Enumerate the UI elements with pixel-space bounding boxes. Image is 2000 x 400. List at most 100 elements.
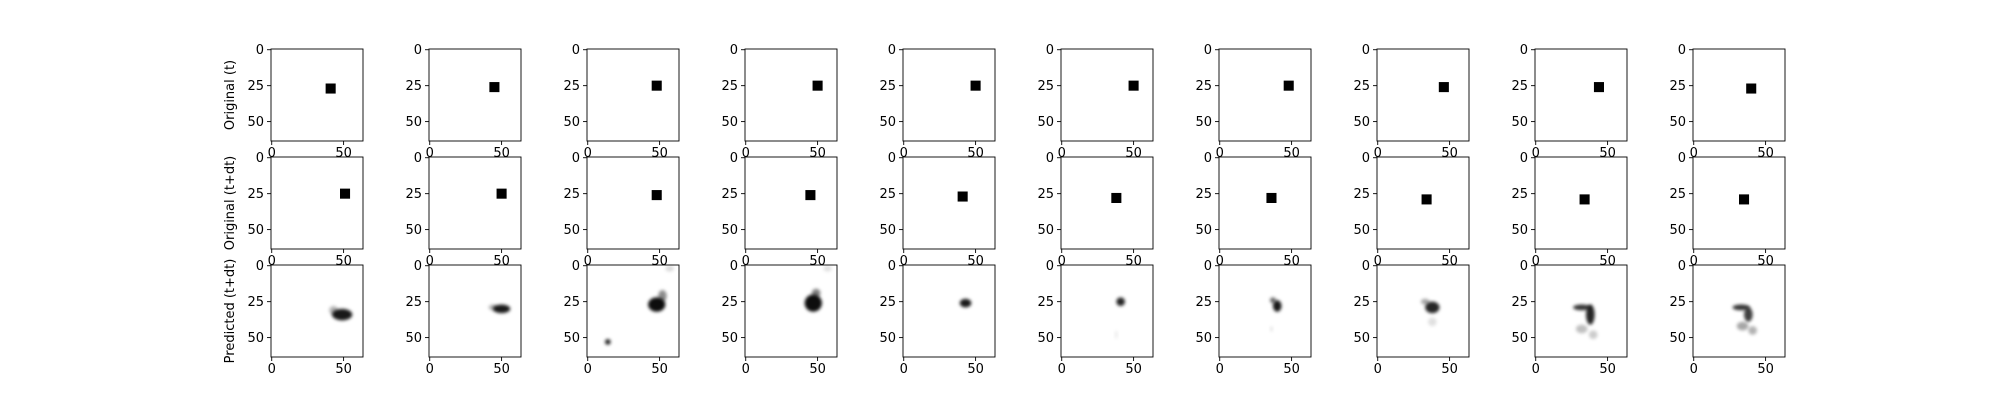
- prediction-blob: [1270, 297, 1276, 304]
- square-marker: [812, 80, 823, 91]
- square-marker: [1746, 83, 1757, 94]
- y-tick-label: 25: [1669, 187, 1686, 202]
- y-tick-label: 0: [572, 43, 580, 58]
- x-tick-label: 0: [900, 362, 908, 377]
- prediction-blob: [492, 304, 511, 314]
- panel-frame: [1060, 48, 1154, 142]
- prediction-blob: [1116, 297, 1125, 306]
- panel-frame: [902, 156, 996, 250]
- y-tick-label: 25: [721, 79, 738, 94]
- prediction-blob: [1270, 326, 1273, 332]
- y-tick-label: 25: [1353, 79, 1370, 94]
- image-background: [1535, 49, 1627, 141]
- y-tick-label: 0: [414, 259, 422, 274]
- panel-r3-c10: 0 25 50 0 50: [1669, 259, 1786, 377]
- prediction-blob: [1736, 321, 1749, 331]
- panel-frame: [1534, 48, 1628, 142]
- y-tick-label: 0: [256, 151, 264, 166]
- y-tick-label: 50: [1353, 223, 1370, 238]
- panel-frame: [1218, 264, 1312, 358]
- x-tick-label: 50: [967, 362, 984, 377]
- panel-frame: [1692, 48, 1786, 142]
- y-tick-label: 0: [256, 43, 264, 58]
- prediction-blob: [1744, 307, 1753, 322]
- panel-frame: [744, 264, 838, 358]
- y-tick-label: 25: [1195, 295, 1212, 310]
- y-tick-label: 25: [721, 295, 738, 310]
- square-marker: [489, 82, 500, 93]
- panel-frame: [1060, 156, 1154, 250]
- image-background: [1219, 265, 1311, 357]
- y-tick-label: 25: [405, 187, 422, 202]
- image-background: [429, 157, 521, 249]
- row-label-original-t-dt: Original (t+dt): [223, 156, 238, 251]
- y-tick-label: 50: [1669, 331, 1686, 346]
- x-tick-label: 0: [1690, 254, 1698, 269]
- image-background: [1535, 265, 1627, 357]
- y-tick-label: 50: [405, 223, 422, 238]
- image-background: [1377, 265, 1469, 357]
- panel-frame: [902, 264, 996, 358]
- image-background: [271, 49, 363, 141]
- square-marker: [1739, 194, 1750, 205]
- square-marker: [805, 190, 816, 201]
- y-tick-label: 25: [1037, 187, 1054, 202]
- y-tick-label: 50: [247, 223, 264, 238]
- y-tick-label: 25: [1195, 187, 1212, 202]
- prediction-blob: [1425, 301, 1440, 314]
- prediction-blob: [1586, 304, 1595, 325]
- panel-frame: [428, 264, 522, 358]
- panel-r3-c9: 0 25 50 0 50: [1511, 259, 1628, 377]
- x-tick-label: 0: [1532, 362, 1540, 377]
- y-tick-label: 50: [1669, 223, 1686, 238]
- image-background: [429, 49, 521, 141]
- y-tick-label: 0: [256, 259, 264, 274]
- image-background: [903, 49, 995, 141]
- x-tick-label: 0: [584, 362, 592, 377]
- square-marker: [1283, 80, 1294, 91]
- panel-frame: [270, 264, 364, 358]
- prediction-blob: [488, 304, 498, 311]
- panel-frame: [1692, 156, 1786, 250]
- x-tick-label: 50: [1125, 362, 1142, 377]
- y-tick-label: 0: [1362, 43, 1370, 58]
- y-tick-label: 25: [563, 295, 580, 310]
- y-tick-label: 0: [414, 43, 422, 58]
- panel-frame: [1376, 48, 1470, 142]
- panel-frame: [902, 48, 996, 142]
- image-background: [1061, 49, 1153, 141]
- y-tick-label: 25: [1511, 79, 1528, 94]
- square-marker: [651, 80, 662, 91]
- panel-frame: [1060, 264, 1154, 358]
- image-background: [1219, 49, 1311, 141]
- panel-frame: [744, 156, 838, 250]
- x-tick-label: 50: [1283, 362, 1300, 377]
- image-background: [903, 265, 995, 357]
- y-tick-label: 0: [1204, 259, 1212, 274]
- panel-r3-c3: 0 25 50 0 50: [563, 259, 680, 377]
- y-tick-label: 50: [879, 331, 896, 346]
- prediction-blob: [1114, 330, 1118, 340]
- y-tick-label: 0: [730, 259, 738, 274]
- prediction-blob: [1420, 298, 1430, 305]
- x-tick-label: 0: [584, 254, 592, 269]
- y-tick-label: 0: [1678, 259, 1686, 274]
- x-tick-label: 0: [1216, 146, 1224, 161]
- y-tick-label: 0: [1678, 151, 1686, 166]
- y-tick-label: 25: [1669, 79, 1686, 94]
- y-tick-label: 50: [563, 115, 580, 130]
- y-tick-label: 50: [1353, 115, 1370, 130]
- square-marker: [1128, 80, 1139, 91]
- image-background: [745, 157, 837, 249]
- square-marker: [325, 83, 336, 94]
- x-tick-label: 0: [1058, 254, 1066, 269]
- prediction-blob: [1732, 304, 1750, 311]
- x-tick-label: 0: [426, 146, 434, 161]
- y-tick-label: 0: [1678, 43, 1686, 58]
